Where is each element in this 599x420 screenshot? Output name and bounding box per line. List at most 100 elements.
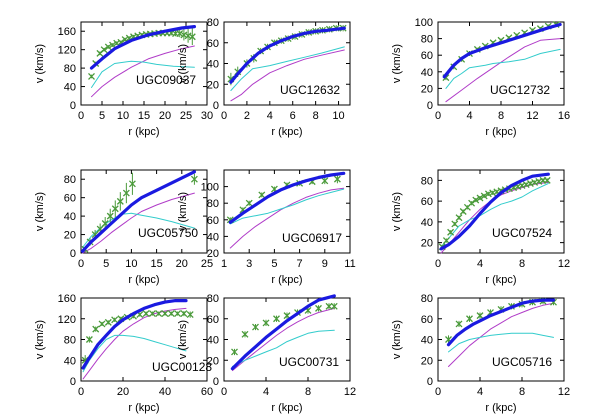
data-point [88,72,95,80]
x-tick-label: 25 [180,110,192,122]
data-point [468,199,476,207]
y-tick-label: 0 [427,376,433,388]
y-tick-label: 0 [213,100,219,112]
x-tick-label: 5 [103,258,109,270]
data-point [188,33,196,41]
galaxy-name: UGC12632 [280,83,340,97]
y-tick-label: 60 [421,50,433,62]
y-tick-label: 0 [213,376,219,388]
data-point [180,310,188,318]
x-tick-label: 4 [477,258,483,270]
model-curve [228,171,346,224]
x-tick-label: 8 [305,386,311,398]
y-tick-label: 20 [207,355,219,367]
data-point [98,320,106,328]
x-tick-label: 8 [519,258,525,270]
gas-curve [440,183,549,248]
stars-curve [82,307,187,380]
x-tick-label: 12 [526,110,538,122]
stars-curve [82,192,195,254]
y-axis-label: v (km/s) [177,192,189,231]
data-point [128,180,136,188]
data-point [106,212,114,220]
y-tick-label: 80 [421,175,433,187]
gas-curve [82,334,187,373]
data-point [122,189,130,197]
data-point [104,318,112,326]
y-tick-label: 60 [207,38,219,50]
x-tick-label: 0 [78,258,84,270]
plot-frame [223,169,351,254]
x-tick-label: 9 [322,258,328,270]
panel-ugc00731: 0 4 8 12 0 20 40 60 80 r (kpc) v (km/s) UGC00731 [177,293,356,414]
y-tick-label: 80 [421,293,433,305]
stars-curve [91,45,195,98]
x-tick-label: 7 [297,258,303,270]
x-tick-label: 10 [332,110,344,122]
y-axis-label: v (km/s) [391,192,403,231]
y-tick-label: 40 [421,217,433,229]
x-axis-label: r (kpc) [271,402,302,414]
data-point [480,192,488,200]
data-point [161,310,169,318]
data-point [241,330,249,338]
y-tick-label: 80 [207,293,219,305]
x-tick-label: 4 [263,386,269,398]
model-curve [80,170,196,253]
plot-frame [437,169,565,254]
x-axis-label: r (kpc) [128,274,159,286]
model-curve [230,294,336,371]
x-tick-label: 60 [201,386,213,398]
data-point [321,177,329,185]
gas-curve [231,329,335,367]
gas-curve [445,48,561,89]
y-tick-label: 40 [207,335,219,347]
y-tick-label: 40 [421,67,433,79]
data-point [252,323,259,331]
data-point [100,46,108,54]
stars-curve [231,307,335,372]
data-point [262,319,270,327]
y-tick-label: 20 [207,79,219,91]
x-tick-label: 0 [435,258,441,270]
x-tick-label: 8 [313,110,319,122]
gas-curve [229,188,345,225]
x-tick-label: 0 [221,386,227,398]
y-axis-label: v (km/s) [391,44,403,83]
x-axis-label: r (kpc) [485,126,516,138]
galaxy-name: UGC09037 [136,73,196,87]
data-point [333,175,341,183]
data-point [186,311,194,319]
x-tick-label: 20 [176,258,188,270]
data-point [543,176,551,184]
y-tick-label: 40 [64,82,76,94]
data-point [155,310,163,318]
x-tick-label: 3 [246,258,252,270]
y-tick-label: 40 [64,211,76,223]
y-tick-label: 40 [421,335,433,347]
gas-curve [448,332,554,353]
data-point [472,196,480,204]
y-tick-label: 80 [64,63,76,75]
data-point [104,43,112,51]
x-tick-label: 8 [519,386,525,398]
data-point [273,315,280,323]
y-axis-label: v (km/s) [177,320,189,359]
x-tick-label: 1 [221,258,227,270]
data-point [245,199,253,207]
y-tick-label: 40 [207,231,219,243]
data-point [92,325,100,333]
gas-curve [230,46,345,91]
y-tick-label: 60 [421,314,433,326]
y-tick-label: 160 [58,26,76,38]
y-tick-label: 80 [207,198,219,210]
data-point [330,302,338,310]
x-tick-label: 8 [498,110,504,122]
observed-points [438,176,551,251]
data-point [142,310,150,318]
galaxy-name: UGC00128 [152,360,212,374]
